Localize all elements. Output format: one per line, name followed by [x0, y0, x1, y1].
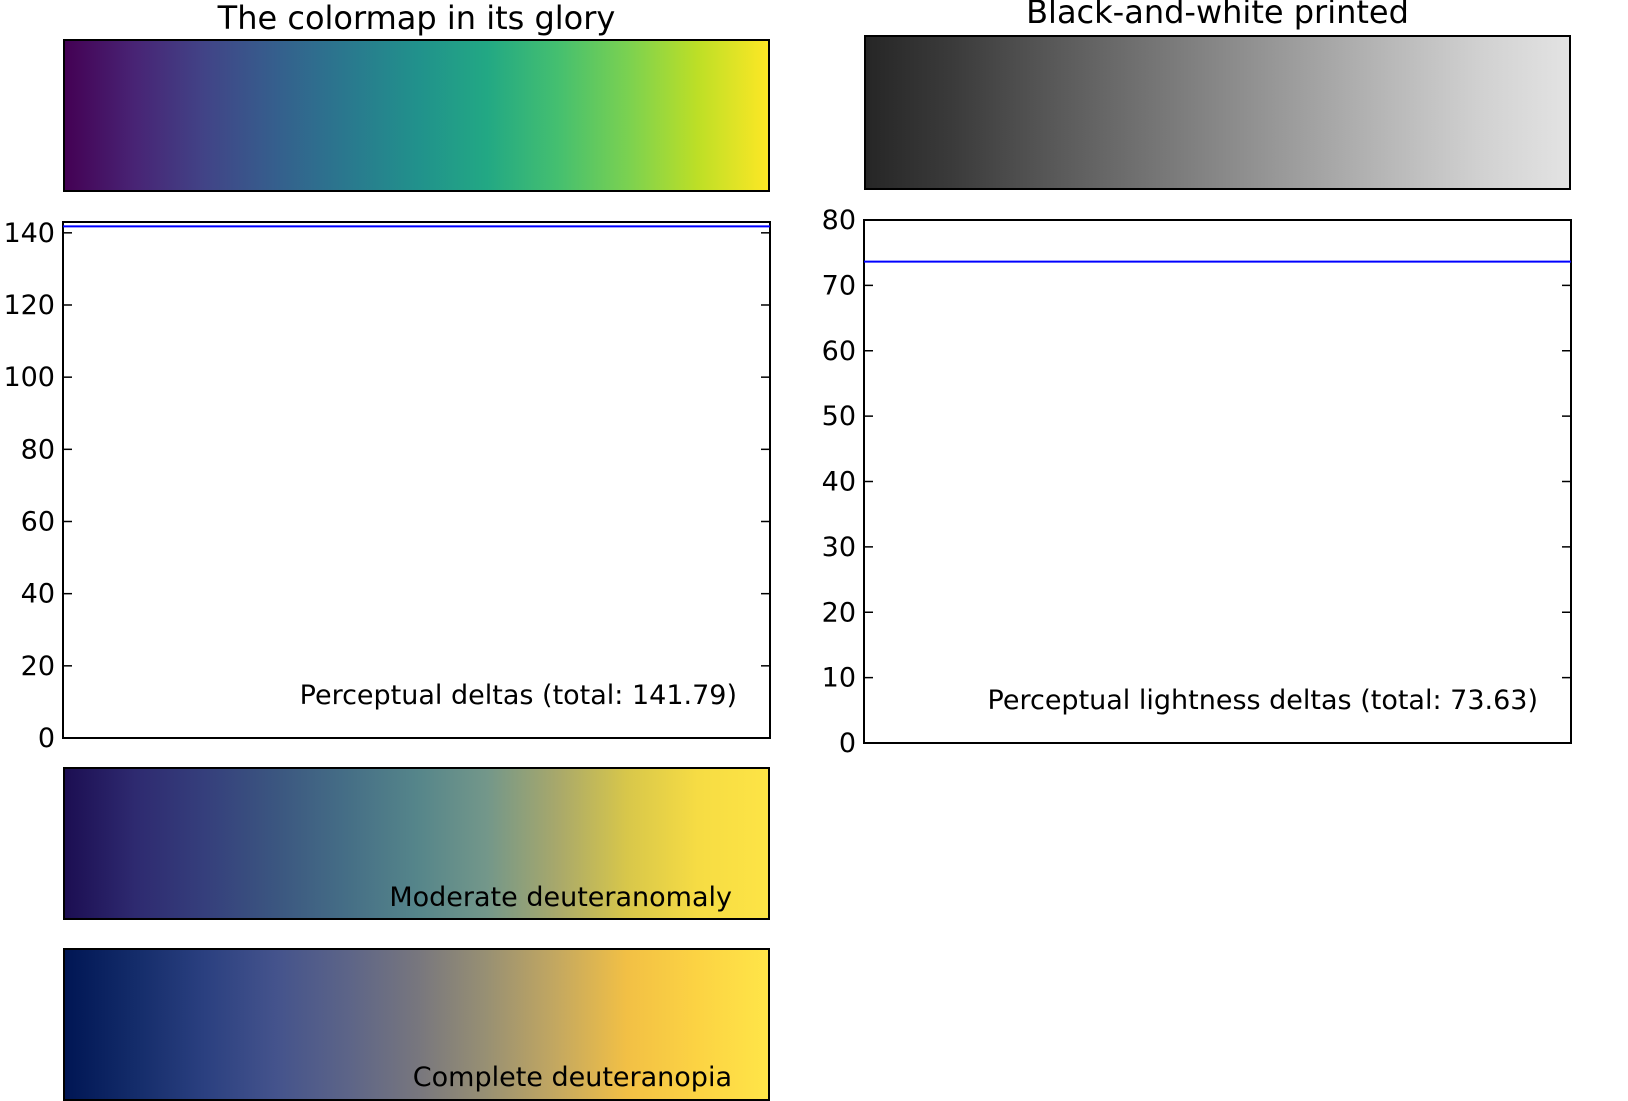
grayscale-title: Black-and-white printed	[1026, 0, 1409, 31]
lightness-ytick-label: 0	[839, 728, 856, 759]
perceptual-ytick-label: 80	[21, 434, 55, 465]
lightness-ytick-label: 70	[822, 270, 856, 301]
lightness-ytick-label: 40	[822, 467, 856, 498]
grayscale-strip	[864, 35, 1571, 190]
lightness-ytick-label: 80	[822, 205, 856, 236]
perceptual-ytick-label: 100	[3, 362, 55, 393]
lightness-axes-frame	[863, 219, 1572, 744]
perceptual-ytick-label: 40	[21, 579, 55, 610]
perceptual-ytick-label: 140	[3, 218, 55, 249]
perceptual-ytick-label: 0	[38, 723, 55, 754]
perceptual-ytick-label: 60	[21, 506, 55, 537]
colormap-strip	[63, 39, 770, 192]
deuteranopia-strip: Complete deuteranopia	[63, 948, 770, 1101]
lightness-ytick-label: 50	[822, 401, 856, 432]
perceptual-ytick-label: 120	[3, 290, 55, 321]
perceptual-ytick-label: 20	[21, 651, 55, 682]
lightness-deltas-chart: 0 10 20 30 40 50 60 70 80 Perceptual lightness de…	[822, 205, 1572, 759]
deuteranopia-label: Complete deuteranopia	[412, 1062, 732, 1093]
perceptual-axes-frame	[62, 221, 771, 739]
deuteranomaly-label: Moderate deuteranomaly	[389, 882, 732, 913]
lightness-ytick-label: 20	[822, 597, 856, 628]
lightness-ytick-label: 10	[822, 663, 856, 694]
deuteranomaly-strip: Moderate deuteranomaly	[63, 767, 770, 920]
colormap-title: The colormap in its glory	[217, 0, 616, 37]
lightness-ytick-label: 30	[822, 532, 856, 563]
perceptual-deltas-chart: 0 20 40 60 80 100 120 140 Perceptual deltas (tot…	[3, 218, 771, 754]
lightness-ytick-label: 60	[822, 336, 856, 367]
lightness-annotation: Perceptual lightness deltas (total: 73.6…	[988, 685, 1538, 716]
perceptual-annotation: Perceptual deltas (total: 141.79)	[300, 680, 737, 711]
